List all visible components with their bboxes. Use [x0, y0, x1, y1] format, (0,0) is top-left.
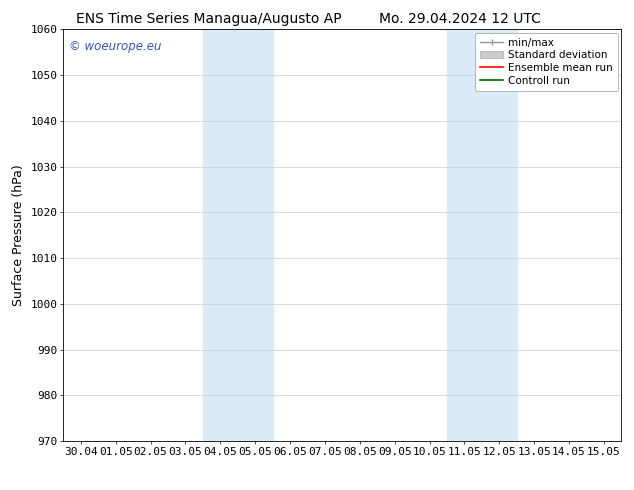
- Bar: [447, 29, 517, 441]
- Text: Mo. 29.04.2024 12 UTC: Mo. 29.04.2024 12 UTC: [378, 12, 541, 26]
- Legend: min/max, Standard deviation, Ensemble mean run, Controll run: min/max, Standard deviation, Ensemble me…: [475, 32, 618, 91]
- Bar: [203, 29, 273, 441]
- Text: © woeurope.eu: © woeurope.eu: [69, 40, 162, 53]
- Text: ENS Time Series Managua/Augusto AP: ENS Time Series Managua/Augusto AP: [77, 12, 342, 26]
- Y-axis label: Surface Pressure (hPa): Surface Pressure (hPa): [12, 164, 25, 306]
